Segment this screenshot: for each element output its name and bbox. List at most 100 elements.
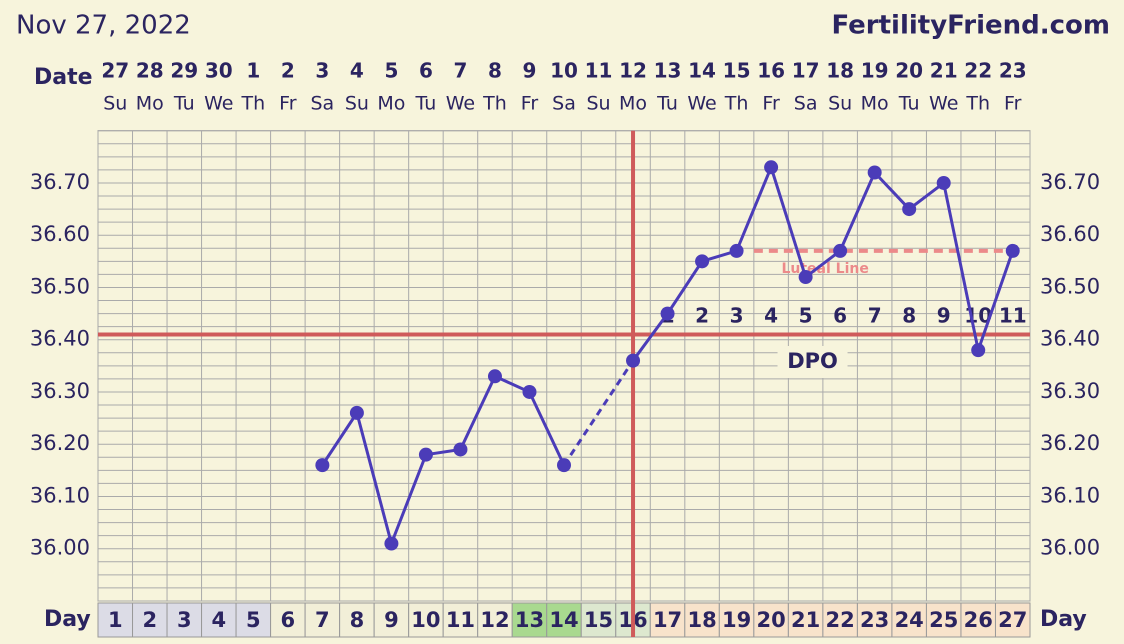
date-label: 6 <box>419 59 433 83</box>
date-label: 29 <box>170 59 198 83</box>
day-cell <box>408 602 444 638</box>
temp-point <box>764 160 779 175</box>
x-tick-label: 14 <box>549 608 578 632</box>
dpo-label: 11 <box>999 304 1027 328</box>
dpo-title: DPO <box>787 349 838 373</box>
x-tick-label: 9 <box>384 608 399 632</box>
x-tick-label: 22 <box>826 608 855 632</box>
date-label: 13 <box>654 59 682 83</box>
day-cell <box>822 602 858 638</box>
x-tick-label: 15 <box>584 608 613 632</box>
dpo-box <box>777 346 848 378</box>
x-tick-label: 3 <box>177 608 192 632</box>
day-cell <box>718 602 755 638</box>
y-tick-label: 36.50 <box>30 274 90 298</box>
dpo-label: 9 <box>937 304 951 328</box>
weekday-label: Fr <box>762 93 780 115</box>
temp-point <box>971 343 986 358</box>
y-tick-label: 36.00 <box>30 536 90 560</box>
y-tick-label: 36.20 <box>30 431 90 455</box>
day-cell <box>270 602 306 638</box>
x-tick-label: 25 <box>929 608 958 632</box>
weekday-label: We <box>687 93 716 115</box>
date-label: 12 <box>619 59 647 83</box>
temp-line <box>631 162 1015 362</box>
temp-point <box>660 306 675 321</box>
date-label: 17 <box>792 59 820 83</box>
x-tick-label: 20 <box>756 608 785 632</box>
weekday-label: Tu <box>656 93 678 115</box>
date-label: 28 <box>136 59 164 83</box>
x-tick-label: 6 <box>281 608 296 632</box>
weekday-label: Su <box>345 93 369 115</box>
date-label: 21 <box>930 59 958 83</box>
temp-point <box>798 270 813 285</box>
date-label: 27 <box>101 59 129 83</box>
day-cell <box>339 602 375 638</box>
y-tick-label: 36.60 <box>30 222 90 246</box>
x-tick-label: 1 <box>108 608 123 632</box>
x-tick-label: 5 <box>246 608 261 632</box>
date-label: 30 <box>205 59 233 83</box>
day-cell <box>304 602 341 638</box>
temp-point <box>487 369 502 384</box>
date-label: 5 <box>384 59 398 83</box>
weekday-label: We <box>929 93 958 115</box>
day-cell <box>580 602 617 638</box>
x-tick-label: 4 <box>212 608 227 632</box>
temp-point <box>626 353 641 368</box>
x-tick-label: 24 <box>895 608 924 632</box>
y-tick-label-right: 36.30 <box>1040 379 1100 403</box>
weekday-label: Su <box>828 93 852 115</box>
weekday-label: Fr <box>1004 93 1022 115</box>
x-tick-label: 17 <box>653 608 682 632</box>
x-tick-label: 2 <box>142 608 157 632</box>
dpo-label: 7 <box>868 304 882 328</box>
date-label: 15 <box>723 59 751 83</box>
date-label: 1 <box>246 59 260 83</box>
y-tick-label: 36.30 <box>30 379 90 403</box>
day-cell <box>787 602 824 638</box>
day-cell <box>373 602 410 638</box>
temp-point <box>1005 243 1020 258</box>
weekday-label: Sa <box>552 93 576 115</box>
date-label: 23 <box>999 59 1027 83</box>
weekday-label: Th <box>241 93 266 115</box>
weekday-label: Mo <box>619 93 647 115</box>
date-label: 22 <box>964 59 992 83</box>
weekday-label: Mo <box>377 93 405 115</box>
weekday-label: Th <box>724 93 749 115</box>
temp-gap-line <box>562 359 635 466</box>
x-tick-label: 26 <box>964 608 993 632</box>
y-tick-label-right: 36.50 <box>1040 274 1100 298</box>
x-tick-label: 23 <box>860 608 889 632</box>
x-tick-label: 19 <box>722 608 751 632</box>
temp-point <box>349 405 364 420</box>
weekday-label: Th <box>965 93 990 115</box>
day-cell <box>994 602 1031 638</box>
date-label: 14 <box>688 59 716 83</box>
temp-point <box>453 442 468 457</box>
temp-point <box>695 254 710 269</box>
day-cell <box>925 602 962 638</box>
x-tick-label: 12 <box>480 608 509 632</box>
date-label: 2 <box>281 59 295 83</box>
temp-point <box>729 243 744 258</box>
day-cell <box>166 602 203 638</box>
date-label: 19 <box>861 59 889 83</box>
y-tick-label: 36.40 <box>30 327 90 351</box>
temp-point <box>833 243 848 258</box>
x-tick-label: 11 <box>446 608 475 632</box>
weekday-label: Sa <box>794 93 818 115</box>
day-label: Day <box>44 607 91 632</box>
dpo-label: 5 <box>799 304 813 328</box>
date-label: 8 <box>488 59 502 83</box>
date-label: 4 <box>350 59 364 83</box>
temp-point <box>384 536 399 551</box>
temp-point <box>522 384 537 399</box>
day-cell <box>97 602 134 638</box>
date-label: 11 <box>585 59 613 83</box>
date-label: 10 <box>550 59 578 83</box>
